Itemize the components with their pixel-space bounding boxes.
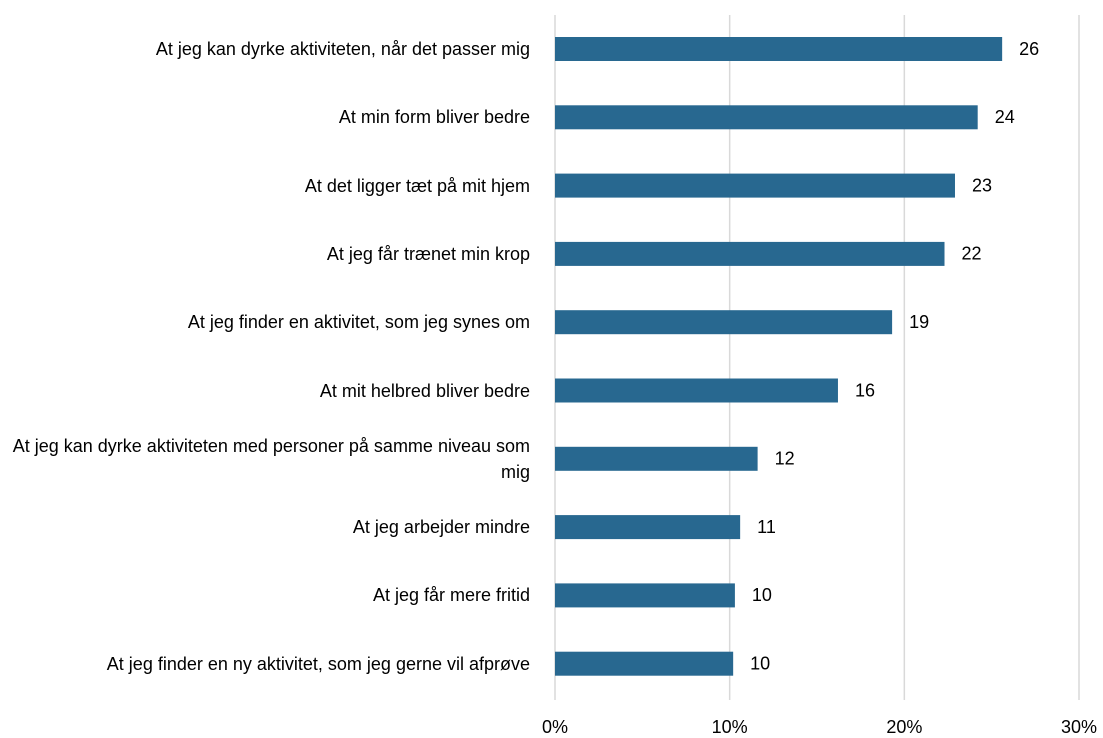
data-label: 12 [775,449,795,469]
data-label: 24 [995,107,1015,127]
y-tick-label: At jeg får mere fritid [372,585,530,606]
bar [555,105,978,130]
y-tick-label: At mit helbred bliver bedre [319,380,530,401]
bar [555,651,734,676]
data-label: 23 [972,175,992,195]
data-label: 11 [757,517,776,537]
bar [555,515,741,540]
bar [555,241,945,266]
bar [555,173,955,198]
y-tick-label: At jeg finder en aktivitet, som jeg syne… [187,312,530,333]
data-label: 19 [909,312,929,332]
bar [555,37,1003,61]
bar [555,583,735,608]
x-tick-label: 30% [1061,717,1097,737]
bar [555,310,893,335]
data-label: 26 [1019,39,1039,59]
data-label: 22 [962,244,982,264]
bar [555,446,758,471]
x-tick-label: 0% [542,717,568,737]
data-label: 10 [752,585,772,605]
y-tick-label: At jeg kan dyrke aktiviteten med persone… [12,435,530,482]
x-tick-label: 10% [712,717,748,737]
data-label: 10 [750,653,770,673]
x-tick-label: 20% [886,717,922,737]
bar [555,378,838,403]
y-tick-label: At min form bliver bedre [338,107,530,128]
y-tick-label: At jeg finder en ny aktivitet, som jeg g… [106,653,530,674]
y-tick-label: At jeg arbejder mindre [352,517,530,538]
y-tick-label: At jeg kan dyrke aktiviteten, når det pa… [155,39,530,59]
data-label: 16 [855,380,875,400]
y-tick-label: At det ligger tæt på mit hjem [304,175,530,196]
y-tick-label: At jeg får trænet min krop [326,243,530,264]
